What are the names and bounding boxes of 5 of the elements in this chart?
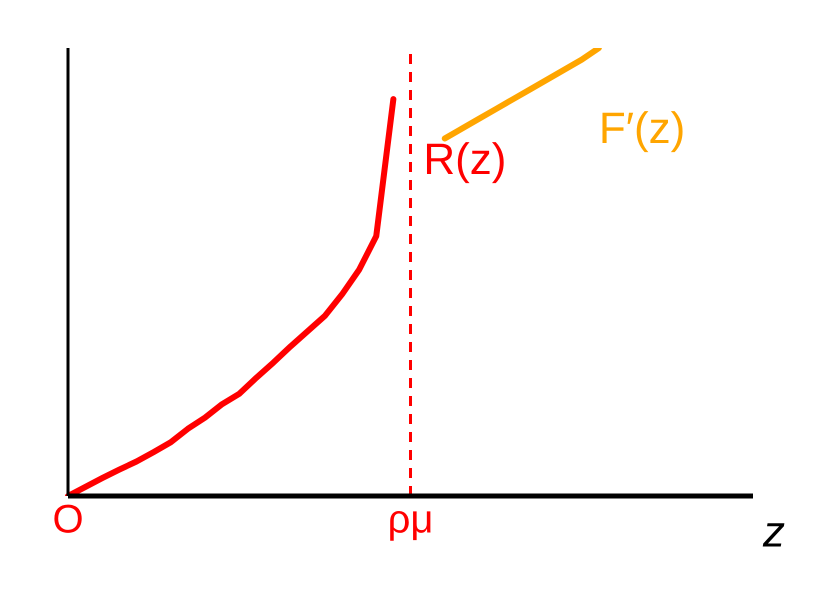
series-label: F′(z) [598,104,686,153]
series-label: R(z) [423,135,506,184]
x-tick-label: ρμ [388,497,434,542]
x-axis-title: z [762,508,785,557]
x-tick-label: O [52,497,84,542]
